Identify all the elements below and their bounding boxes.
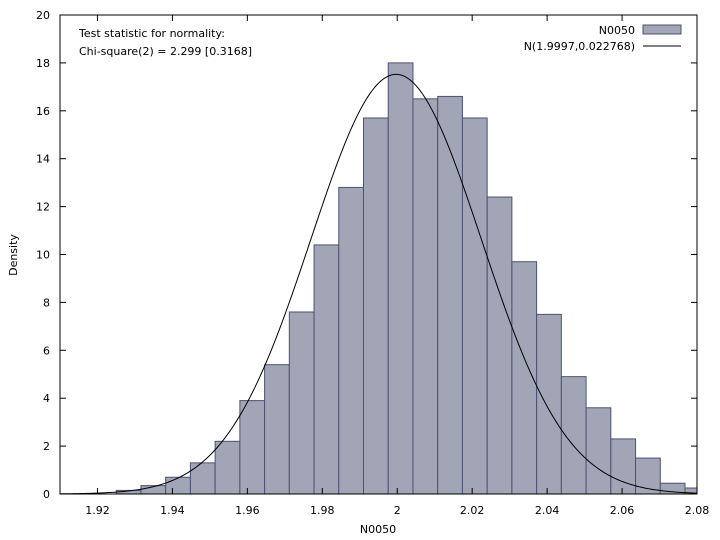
x-tick-label: 2.08 [685,504,710,517]
histogram-bar [239,400,266,495]
x-tick-label: 2.06 [610,504,635,517]
histogram-bar [288,311,315,495]
histogram-bar [387,62,414,495]
normality-test-title: Test statistic for normality: [78,27,225,40]
x-tick-label: 1.94 [160,504,185,517]
histogram-bar [338,186,365,495]
x-axis-label: N0050 [360,523,396,536]
histogram-bar [486,196,513,495]
histogram-bar [585,407,612,495]
histogram-bar [264,364,290,495]
y-tick-label: 2 [43,440,50,453]
y-tick-label: 14 [36,153,50,166]
y-tick-label: 20 [36,9,50,22]
histogram-bars [115,62,698,495]
histogram-bar [412,98,439,495]
legend-swatch-histogram [642,24,682,35]
x-axis: 1.92 1.94 1.96 1.98 2 2.02 2.04 2.06 2.08 [85,15,709,517]
y-axis-label: Density [7,234,20,276]
y-tick-label: 10 [36,249,50,262]
legend-label-normal: N(1.9997,0.022768) [524,40,635,53]
x-tick-label: 1.96 [235,504,260,517]
legend: N0050 N(1.9997,0.022768) [524,24,682,53]
histogram-bar [214,440,241,495]
histogram-bar [635,457,661,495]
normality-test-result: Chi-square(2) = 2.299 [0.3168] [79,45,252,58]
histogram-bar [313,244,340,495]
y-axis: 0 2 4 6 8 10 12 14 16 18 20 [36,9,697,501]
histogram-bar [363,117,389,495]
y-tick-label: 8 [43,296,50,309]
normal-fit-curve [59,73,698,495]
histogram-bar [461,117,488,495]
y-tick-label: 4 [43,392,50,405]
histogram-bar [165,476,191,495]
y-tick-label: 16 [36,105,50,118]
legend-label-histogram: N0050 [599,24,635,37]
y-tick-label: 12 [36,201,50,214]
x-tick-label: 1.92 [85,504,110,517]
x-tick-label: 2.04 [535,504,560,517]
x-tick-label: 1.98 [310,504,335,517]
x-tick-label: 2 [394,504,401,517]
x-tick-label: 2.02 [460,504,485,517]
histogram-bar [189,462,216,495]
histogram-bar [437,95,463,495]
y-tick-label: 0 [43,488,50,501]
y-tick-label: 18 [36,57,50,70]
histogram-bar [610,438,637,495]
y-tick-label: 6 [43,344,50,357]
histogram-bar [536,313,562,495]
